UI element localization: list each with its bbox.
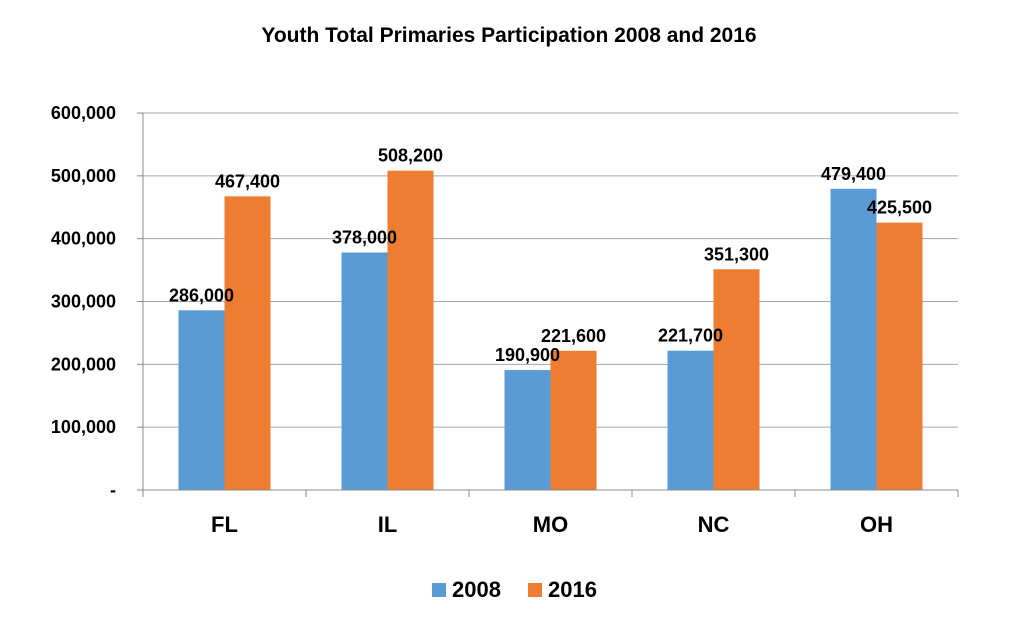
y-tick-label: - — [110, 480, 116, 500]
bar-fl-2016 — [224, 196, 271, 490]
x-tick-label: MO — [533, 512, 568, 537]
bars — [178, 170, 923, 491]
data-label-nc-2016: 351,300 — [704, 244, 769, 264]
data-label-il-2016: 508,200 — [378, 146, 443, 166]
legend-swatch-2016 — [528, 583, 542, 597]
bar-mo-2016 — [550, 350, 597, 490]
data-label-fl-2016: 467,400 — [215, 171, 280, 191]
data-label-nc-2008: 221,700 — [658, 326, 723, 346]
data-label-oh-2008: 479,400 — [821, 164, 886, 184]
gridlines — [143, 112, 958, 428]
legend-label-2008: 2008 — [452, 577, 501, 602]
axes: - 100,000 200,000 300,000 400,000 500,000 600,… — [51, 103, 959, 537]
legend-swatch-2008 — [432, 583, 446, 597]
y-tick-label: 300,000 — [51, 292, 116, 312]
data-labels: 286,000 467,400 378,000 508,200 190,900221,6… — [169, 146, 932, 365]
y-tick-label: 500,000 — [51, 166, 116, 186]
bar-il-2008 — [341, 252, 388, 490]
x-tick-label: OH — [860, 512, 893, 537]
y-tick-label: 100,000 — [51, 417, 116, 437]
y-tick-label: 200,000 — [51, 354, 116, 374]
bar-mo-2008 — [504, 370, 551, 490]
data-label-mo-2008: 190,900 — [495, 345, 560, 365]
legend-label-2016: 2016 — [548, 577, 597, 602]
data-label-il-2008: 378,000 — [332, 227, 397, 247]
bar-oh-2016 — [876, 222, 923, 490]
bar-nc-2016 — [713, 269, 760, 490]
bar-oh-2008 — [830, 188, 877, 491]
bar-fl-2008 — [178, 310, 225, 490]
y-tick-label: 600,000 — [51, 103, 116, 123]
bar-il-2016 — [387, 170, 434, 490]
data-label-oh-2016: 425,500 — [867, 198, 932, 218]
chart-title: Youth Total Primaries Participation 2008… — [261, 24, 756, 47]
x-tick-label: FL — [211, 512, 238, 537]
legend: 2008 2016 — [432, 577, 597, 602]
data-label-mo-2016: 221,600 — [541, 326, 606, 346]
y-tick-label: 400,000 — [51, 229, 116, 249]
bar-nc-2008 — [667, 350, 714, 490]
x-tick-label: NC — [698, 512, 730, 537]
x-tick-label: IL — [378, 512, 398, 537]
data-label-fl-2008: 286,000 — [169, 285, 234, 305]
